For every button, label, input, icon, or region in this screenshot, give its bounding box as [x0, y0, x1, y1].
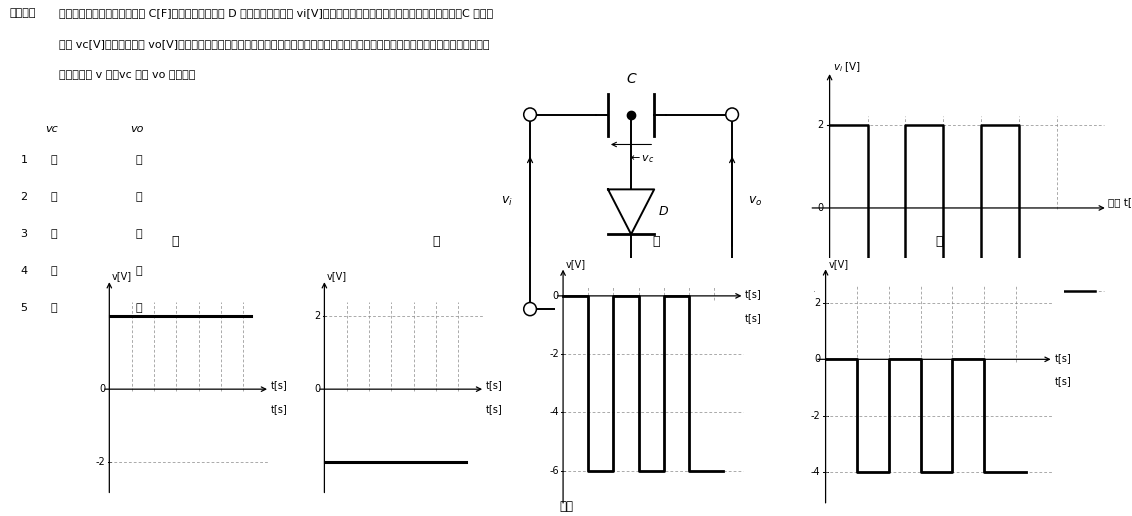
- Text: 2: 2: [20, 192, 27, 202]
- Text: -4: -4: [811, 467, 821, 477]
- Text: ウ: ウ: [136, 229, 143, 239]
- Text: t[s]: t[s]: [486, 404, 503, 414]
- Text: t[s]: t[s]: [745, 313, 762, 323]
- Text: v[V]: v[V]: [829, 259, 849, 269]
- Text: t[s]: t[s]: [1055, 353, 1071, 363]
- Text: t[s]: t[s]: [271, 380, 288, 391]
- Text: イ: イ: [136, 155, 143, 165]
- Text: v[V]: v[V]: [566, 259, 585, 269]
- Text: -6: -6: [549, 466, 559, 476]
- Text: t[s]: t[s]: [1055, 377, 1071, 386]
- Text: 2: 2: [315, 311, 320, 321]
- Text: 2: 2: [817, 120, 823, 130]
- Text: ウ: ウ: [136, 266, 143, 276]
- Text: ア: ア: [172, 235, 179, 248]
- Text: 0: 0: [315, 384, 320, 394]
- Text: エ: エ: [936, 235, 943, 248]
- Text: v[V]: v[V]: [112, 271, 131, 281]
- Text: -2: -2: [814, 286, 823, 296]
- Text: 図２: 図２: [949, 359, 963, 372]
- Text: $v_o$: $v_o$: [748, 195, 762, 208]
- Text: t[s]: t[s]: [271, 404, 288, 414]
- Circle shape: [524, 302, 537, 316]
- Text: 0: 0: [552, 291, 559, 301]
- Text: イ: イ: [432, 235, 439, 248]
- Text: 0: 0: [100, 384, 105, 394]
- Text: t[s]: t[s]: [486, 380, 503, 391]
- Text: ア: ア: [51, 155, 58, 165]
- Text: イ: イ: [51, 192, 58, 202]
- Text: D: D: [659, 205, 668, 218]
- Text: vc: vc: [45, 124, 58, 134]
- Text: $\leftarrow v_c$: $\leftarrow v_c$: [628, 153, 654, 165]
- Text: 5: 5: [20, 303, 27, 313]
- Circle shape: [524, 108, 537, 121]
- Text: ウ: ウ: [653, 235, 660, 248]
- Text: $v_i$ [V]: $v_i$ [V]: [833, 60, 861, 74]
- Text: 図３: 図３: [559, 501, 573, 513]
- Text: 電圧 vc[V]及び出力電圧 vo[V]の波形の組合せとして、正しいものを下の番号から選べ。ただし、回路は定常状態にあるものとする。ま: 電圧 vc[V]及び出力電圧 vo[V]の波形の組合せとして、正しいものを下の番…: [59, 39, 489, 49]
- Text: イ: イ: [51, 266, 58, 276]
- Text: -2: -2: [811, 411, 821, 421]
- Circle shape: [726, 108, 738, 121]
- Text: 2: 2: [814, 298, 821, 308]
- Text: $v_i$: $v_i$: [501, 195, 513, 208]
- Text: 図１に示すような、静電容量 C[F]と理想ダイオード D の回路の入力電圧 vi[V]として、図２に示す電圧を加えた。このとき、C の両端: 図１に示すような、静電容量 C[F]と理想ダイオード D の回路の入力電圧 vi…: [59, 8, 494, 18]
- Text: た、図３の v は、vc 又は vo を表す。: た、図３の v は、vc 又は vo を表す。: [59, 70, 195, 79]
- Text: エ: エ: [136, 303, 143, 313]
- Text: -4: -4: [549, 408, 559, 417]
- Text: 1: 1: [20, 155, 27, 165]
- Text: ア: ア: [136, 192, 143, 202]
- Text: -2: -2: [549, 349, 559, 359]
- Text: ア: ア: [51, 303, 58, 313]
- Text: v[V]: v[V]: [327, 271, 346, 281]
- Text: t[s]: t[s]: [745, 289, 762, 299]
- Text: 図１: 図１: [624, 338, 638, 351]
- Text: C: C: [626, 72, 636, 86]
- Text: Ａ－１５: Ａ－１５: [9, 8, 35, 18]
- Text: 時間 t[s]: 時間 t[s]: [1108, 197, 1132, 207]
- Text: 4: 4: [20, 266, 27, 276]
- Text: 0: 0: [814, 354, 821, 364]
- Text: -2: -2: [96, 457, 105, 467]
- Text: ア: ア: [51, 229, 58, 239]
- Text: vo: vo: [130, 124, 144, 134]
- Text: 3: 3: [20, 229, 27, 239]
- Circle shape: [726, 302, 738, 316]
- Text: 0: 0: [817, 203, 823, 213]
